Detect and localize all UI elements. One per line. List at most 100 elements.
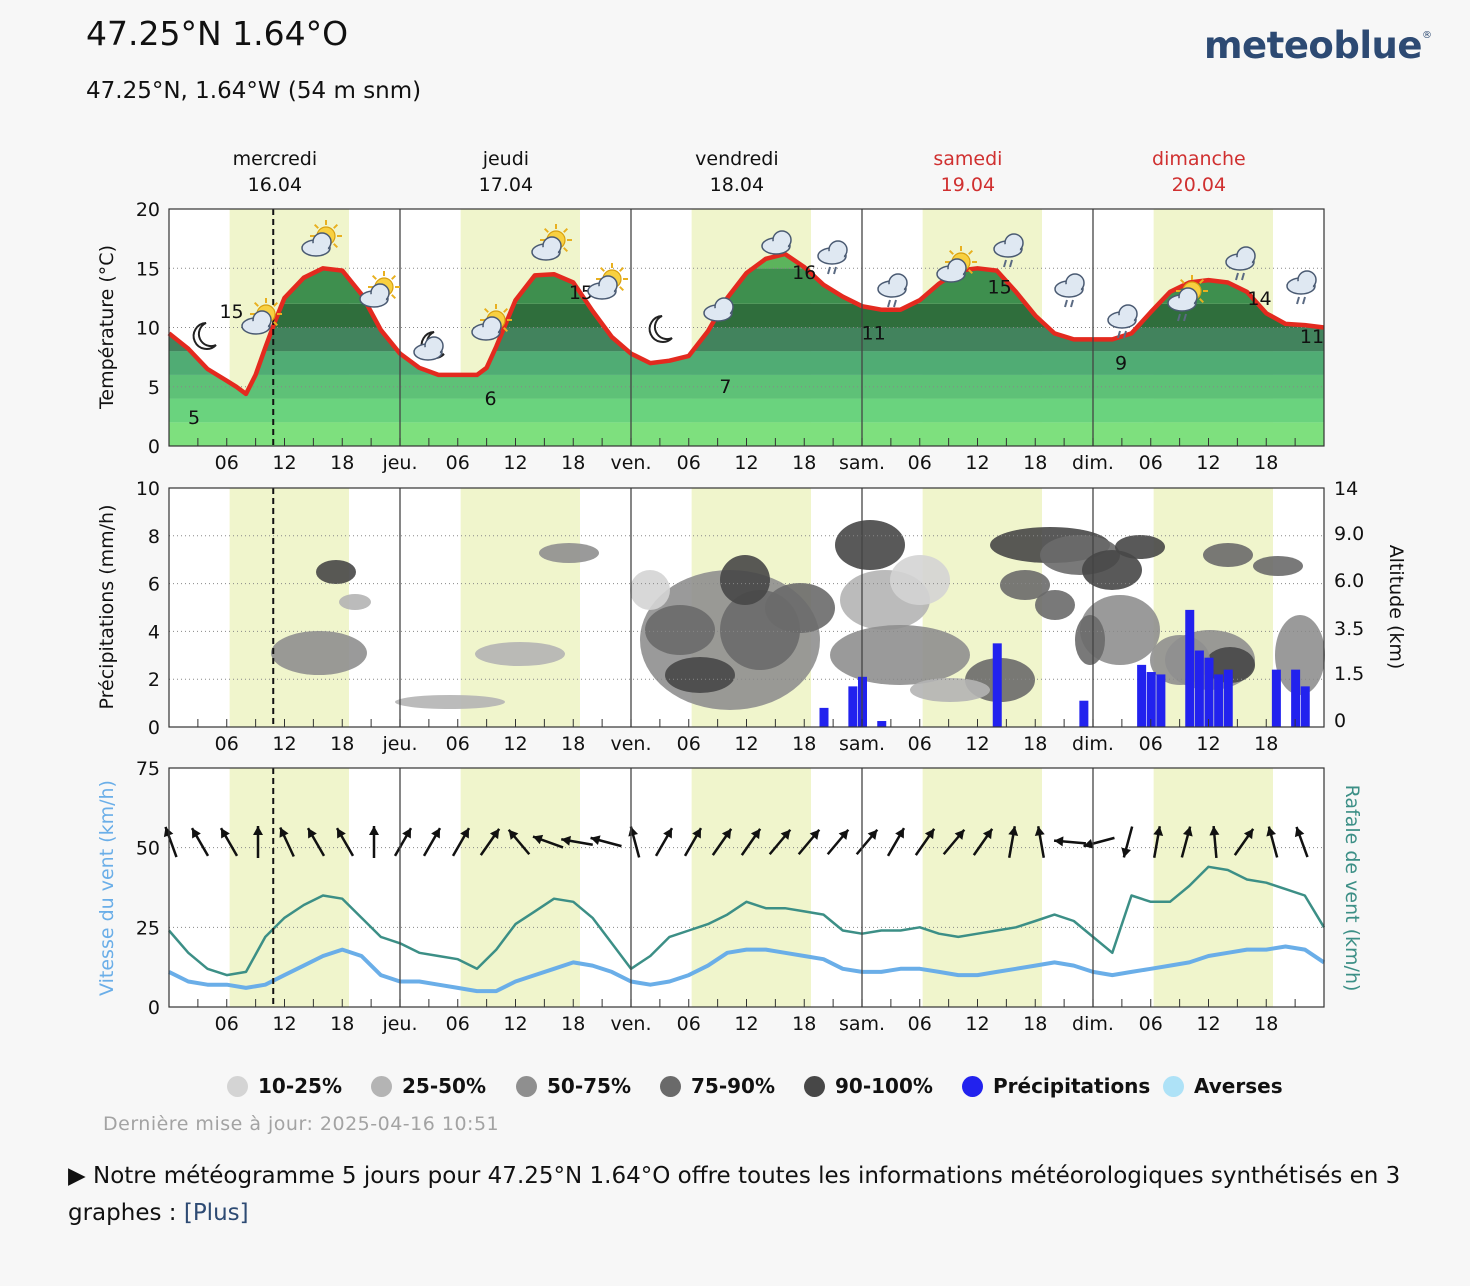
daylight-band xyxy=(460,488,580,727)
day-header-name: jeudi xyxy=(482,148,529,170)
x-tick-label: 06 xyxy=(908,452,932,474)
y-tick-label: 0 xyxy=(148,717,160,739)
sun-ray xyxy=(313,223,319,229)
legend-dot xyxy=(660,1075,681,1097)
precipitation-bar xyxy=(1204,657,1214,727)
y-tick-label: 15 xyxy=(136,258,160,280)
rain-drop xyxy=(1183,313,1187,322)
wind-arrow-head xyxy=(337,828,346,839)
y2-tick-label: 6.0 xyxy=(1334,570,1364,592)
x-tick-label: 12 xyxy=(734,1013,758,1035)
wind-arrow-head xyxy=(982,828,993,840)
x-tick-label: 06 xyxy=(677,452,701,474)
temperature-max-label: 15 xyxy=(988,276,1012,298)
wind-direction-arrow xyxy=(683,827,703,857)
sun-cloud-icon xyxy=(359,271,400,308)
x-tick-label: 06 xyxy=(908,733,932,755)
wind-arrow-head xyxy=(561,835,571,846)
legend-item-cloud-10-25: 10-25% xyxy=(227,1074,342,1098)
x-tick-label: 06 xyxy=(677,1013,701,1035)
x-day-label: sam. xyxy=(839,452,885,474)
wind-arrow-head xyxy=(192,828,201,839)
temperature-max-label: 16 xyxy=(792,262,816,284)
wind-direction-arrow xyxy=(253,826,263,858)
y-tick-label: 25 xyxy=(136,917,160,939)
wind-direction-arrow xyxy=(914,828,936,856)
rain-drop xyxy=(1123,330,1127,339)
wind-direction-arrow xyxy=(1209,825,1220,859)
x-tick-label: 12 xyxy=(503,733,527,755)
moon-shape xyxy=(648,315,673,343)
y-tick-label: 75 xyxy=(136,758,160,780)
sun-ray xyxy=(968,249,974,255)
x-day-label: jeu. xyxy=(381,733,417,755)
sun-ray xyxy=(599,266,605,272)
x-day-label: ven. xyxy=(610,1013,651,1035)
cloud-rain-icon xyxy=(1107,304,1138,339)
logo-registered-mark: ® xyxy=(1421,30,1432,41)
logo-text: meteoblue xyxy=(1204,24,1422,67)
x-tick-label: 18 xyxy=(1254,733,1278,755)
x-tick-label: 12 xyxy=(503,1013,527,1035)
cloud-fill xyxy=(590,286,614,298)
temperature-min-label: 7 xyxy=(719,376,731,398)
rain-drop xyxy=(1296,296,1300,305)
cloud-rain-icon xyxy=(877,273,908,308)
temperature-fill-band xyxy=(169,398,1324,423)
cloud-fill xyxy=(1057,284,1081,296)
cloud-cover-blob xyxy=(1253,556,1303,576)
sun-cloud-icon xyxy=(531,224,572,261)
cloud-cover-blob xyxy=(665,657,735,693)
location-subtitle: 47.25°N, 1.64°W (54 m snm) xyxy=(86,78,422,104)
daylight-band xyxy=(229,488,349,727)
wind-arrow-head xyxy=(532,834,544,845)
wind-arrow-head xyxy=(867,829,878,840)
x-day-label: dim. xyxy=(1072,733,1114,755)
y-axis-label: Précipitations (mm/h) xyxy=(96,505,118,710)
more-link[interactable]: [Plus] xyxy=(183,1200,249,1226)
y2-tick-label: 3.5 xyxy=(1334,618,1364,640)
rain-drop xyxy=(833,266,837,275)
sun-cloud-icon xyxy=(471,304,512,341)
wind-arrow-head xyxy=(1153,826,1164,836)
precipitation-bar xyxy=(1291,669,1301,727)
rain-drop xyxy=(1009,259,1013,268)
wind-arrow-head xyxy=(1266,826,1277,837)
y2-tick-label: 0 xyxy=(1334,710,1346,732)
wind-arrow-head xyxy=(279,827,289,838)
rain-drop xyxy=(1070,299,1074,308)
sun-cloud-icon xyxy=(241,298,282,335)
wind-arrow-head xyxy=(308,828,317,839)
x-tick-label: 06 xyxy=(446,1013,470,1035)
cloud-cover-blob xyxy=(271,631,367,675)
precipitation-bar xyxy=(1185,609,1195,727)
wind-direction-arrow xyxy=(1121,826,1134,858)
x-tick-label: 18 xyxy=(1254,1013,1278,1035)
wind-direction-arrow xyxy=(1007,826,1019,858)
x-tick-label: 06 xyxy=(1139,452,1163,474)
wind-arrow-head xyxy=(1121,847,1132,858)
legend-item-cloud-90-100: 90-100% xyxy=(804,1074,933,1098)
precipitation-bar xyxy=(877,721,887,727)
legend: 10-25% 25-50% 50-75% 75-90% 90-100% Préc… xyxy=(0,1074,1470,1108)
y-tick-label: 6 xyxy=(148,574,160,596)
wind-speed-line xyxy=(168,944,1326,994)
cloud-fill xyxy=(939,269,963,281)
legend-dot xyxy=(1163,1075,1184,1097)
cloud-cover-blob xyxy=(1075,615,1105,665)
sun-ray xyxy=(273,321,279,327)
x-tick-label: 06 xyxy=(677,733,701,755)
x-tick-label: 12 xyxy=(1196,452,1220,474)
sun-ray xyxy=(563,227,569,233)
cloud-cover-blob xyxy=(910,678,990,702)
day-header-date: 19.04 xyxy=(941,174,995,196)
x-tick-label: 18 xyxy=(330,733,354,755)
legend-label: 90-100% xyxy=(835,1074,933,1098)
x-tick-label: 06 xyxy=(446,452,470,474)
temperature-min-label: 5 xyxy=(188,407,200,429)
meteoblue-logo[interactable]: meteoblue® xyxy=(1204,24,1432,67)
daylight-band xyxy=(460,768,580,1007)
cloud-cover-blob xyxy=(645,605,715,655)
rain-drop xyxy=(827,266,831,275)
cloud-fill xyxy=(1289,281,1313,293)
